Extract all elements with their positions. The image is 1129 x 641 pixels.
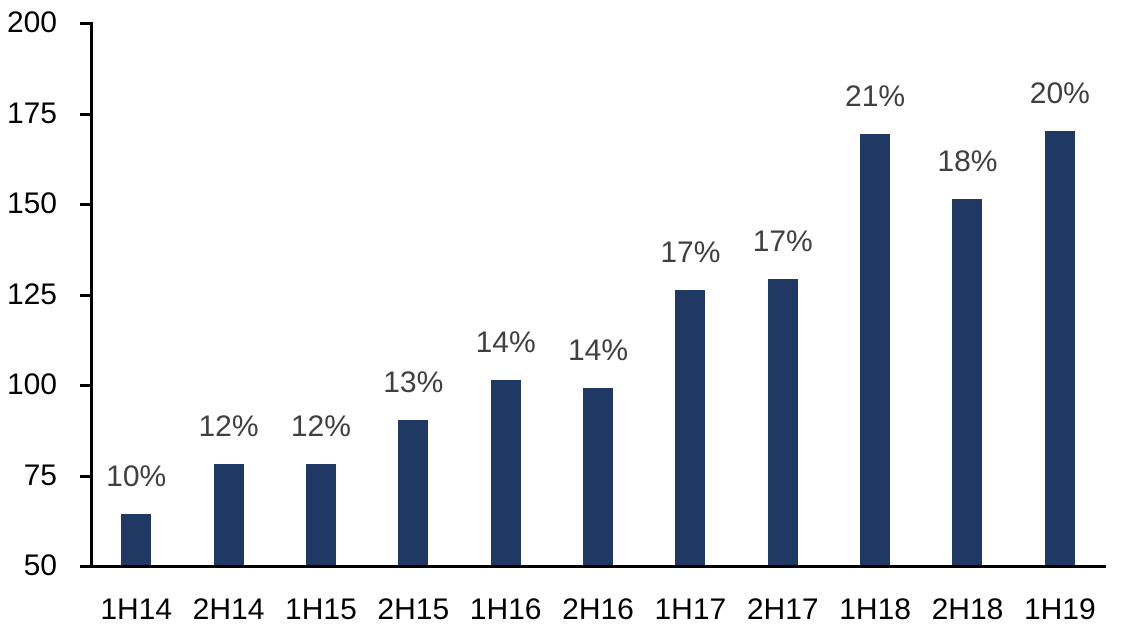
data-label: 12% xyxy=(198,409,259,443)
y-tick xyxy=(80,474,93,478)
y-tick-label: 125 xyxy=(6,277,57,311)
bar xyxy=(305,463,336,565)
bar xyxy=(398,420,429,565)
data-label: 17% xyxy=(660,235,721,269)
data-label: 18% xyxy=(937,145,998,179)
x-tick-label: 1H16 xyxy=(469,593,542,626)
bar xyxy=(213,463,244,565)
y-tick-label: 200 xyxy=(6,6,57,39)
data-label: 10% xyxy=(106,460,167,494)
y-tick xyxy=(80,293,93,297)
bar xyxy=(121,514,152,565)
x-tick-label: 1H15 xyxy=(285,593,357,626)
data-label: 21% xyxy=(845,80,906,114)
x-tick-label: 1H17 xyxy=(654,593,727,626)
x-tick-label: 2H15 xyxy=(377,593,450,626)
bar xyxy=(860,134,891,565)
x-tick-label: 2H17 xyxy=(746,593,819,626)
data-label: 14% xyxy=(475,326,536,360)
y-tick xyxy=(80,384,93,387)
data-label: 20% xyxy=(1029,76,1090,110)
bar xyxy=(490,380,521,565)
x-tick-label: 1H14 xyxy=(100,593,173,626)
y-tick-label: 150 xyxy=(6,187,57,220)
y-tick-label: 100 xyxy=(6,368,57,401)
x-tick-label: 2H18 xyxy=(931,593,1004,626)
y-tick xyxy=(80,22,93,25)
x-tick-label: 1H19 xyxy=(1023,593,1096,626)
x-tick-label: 2H14 xyxy=(192,593,265,626)
bar xyxy=(1044,130,1075,565)
bar xyxy=(675,289,706,565)
bar xyxy=(583,387,613,565)
x-tick-label: 1H18 xyxy=(839,593,911,626)
x-tick-label: 2H16 xyxy=(562,593,634,626)
x-axis-line xyxy=(80,565,1106,568)
data-label: 12% xyxy=(290,409,351,443)
y-tick-label: 175 xyxy=(6,96,57,130)
y-tick xyxy=(80,112,93,116)
data-label: 13% xyxy=(383,366,444,400)
y-tick-label: 75 xyxy=(23,458,57,492)
bar xyxy=(952,199,983,565)
y-tick xyxy=(80,203,93,206)
bar xyxy=(767,279,798,565)
y-tick-label: 50 xyxy=(23,549,57,582)
data-label: 14% xyxy=(567,333,629,367)
data-label: 17% xyxy=(752,225,813,259)
